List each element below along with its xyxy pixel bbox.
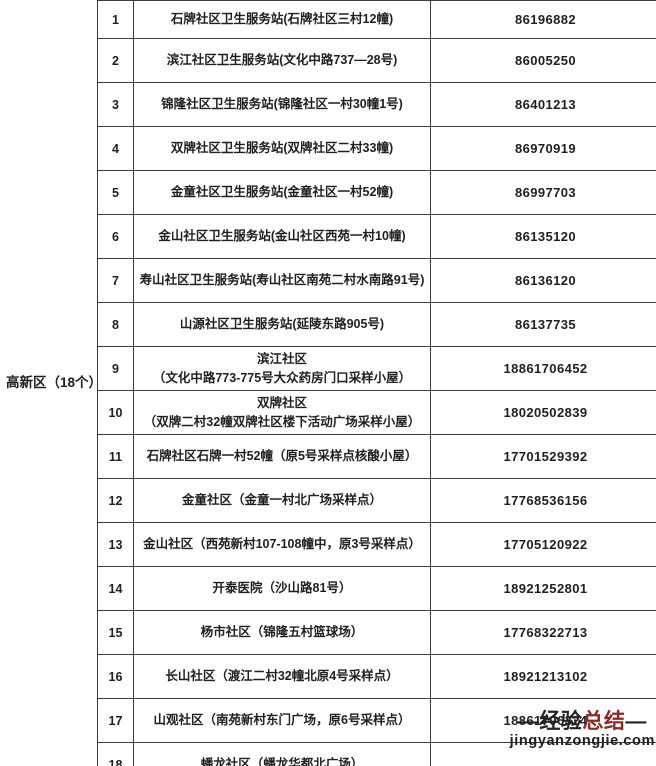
row-number: 8 (97, 302, 134, 347)
site-name: 锦隆社区卫生服务站(锦隆社区一村30幢1号) (133, 82, 431, 127)
watermark: —经验总结— jingyanzongjie.com (509, 710, 655, 750)
table-row: 10 双牌社区 （双牌二村32幢双牌社区楼下活动广场采样小屋） 18020502… (97, 390, 656, 435)
site-name: 山观社区（南苑新村东门广场，原6号采样点） (133, 698, 431, 743)
site-name: 双牌社区 （双牌二村32幢双牌社区楼下活动广场采样小屋） (133, 390, 431, 435)
table-row: 13 金山社区（西苑新村107-108幢中，原3号采样点） 1770512092… (97, 522, 656, 567)
table-row: 6 金山社区卫生服务站(金山社区西苑一村10幢) 86135120 (97, 214, 656, 259)
site-name: 寿山社区卫生服务站(寿山社区南苑二村水南路91号) (133, 258, 431, 303)
row-number: 9 (97, 346, 134, 391)
table-row: 18 蟠龙社区（蟠龙华都北广场） (97, 742, 656, 766)
table-row: 9 滨江社区 （文化中路773-775号大众药房门口采样小屋） 18861706… (97, 346, 656, 391)
site-phone: 86401213 (430, 82, 656, 127)
site-phone: 18921252801 (430, 566, 656, 611)
row-number: 14 (97, 566, 134, 611)
watermark-text-red: 总结 (582, 710, 626, 733)
row-number: 10 (97, 390, 134, 435)
site-name: 滨江社区 （文化中路773-775号大众药房门口采样小屋） (133, 346, 431, 391)
row-number: 13 (97, 522, 134, 567)
site-phone: 86136120 (430, 258, 656, 303)
site-name: 金山社区（西苑新村107-108幢中，原3号采样点） (133, 522, 431, 567)
row-number: 5 (97, 170, 134, 215)
site-phone: 17768322713 (430, 610, 656, 655)
table-body: 1 石牌社区卫生服务站(石牌社区三村12幢) 86196882 2 滨江社区卫生… (97, 0, 656, 766)
table-row: 2 滨江社区卫生服务站(文化中路737—28号) 86005250 (97, 38, 656, 83)
row-number: 6 (97, 214, 134, 259)
row-number: 17 (97, 698, 134, 743)
sampling-points-table: 1 石牌社区卫生服务站(石牌社区三村12幢) 86196882 2 滨江社区卫生… (97, 0, 656, 766)
site-phone: 17705120922 (430, 522, 656, 567)
site-name: 蟠龙社区（蟠龙华都北广场） (133, 742, 431, 766)
site-phone (430, 742, 656, 766)
region-label: 高新区（18个） (6, 375, 103, 390)
site-phone: 86137735 (430, 302, 656, 347)
row-number: 3 (97, 82, 134, 127)
site-name: 金童社区卫生服务站(金童社区一村52幢) (133, 170, 431, 215)
row-number: 4 (97, 126, 134, 171)
table-row: 1 石牌社区卫生服务站(石牌社区三村12幢) 86196882 (97, 0, 656, 39)
site-phone: 86135120 (430, 214, 656, 259)
site-name: 开泰医院（沙山路81号） (133, 566, 431, 611)
site-name: 金童社区（金童一村北广场采样点） (133, 478, 431, 523)
row-number: 16 (97, 654, 134, 699)
watermark-dash-left: — (517, 710, 540, 733)
site-phone: 18921213102 (430, 654, 656, 699)
site-name: 石牌社区卫生服务站(石牌社区三村12幢) (133, 0, 431, 39)
site-phone: 17768536156 (430, 478, 656, 523)
site-phone: 86196882 (430, 0, 656, 39)
row-number: 2 (97, 38, 134, 83)
table-row: 14 开泰医院（沙山路81号） 18921252801 (97, 566, 656, 611)
site-name: 长山社区（渡江二村32幢北原4号采样点） (133, 654, 431, 699)
site-phone: 17701529392 (430, 434, 656, 479)
site-name: 石牌社区石牌一村52幢（原5号采样点核酸小屋） (133, 434, 431, 479)
site-phone: 86005250 (430, 38, 656, 83)
site-name: 金山社区卫生服务站(金山社区西苑一村10幢) (133, 214, 431, 259)
row-number: 7 (97, 258, 134, 303)
table-row: 12 金童社区（金童一村北广场采样点） 17768536156 (97, 478, 656, 523)
table-row: 11 石牌社区石牌一村52幢（原5号采样点核酸小屋） 17701529392 (97, 434, 656, 479)
watermark-site-url: jingyanzongjie.com (509, 733, 655, 750)
site-name: 杨市社区（锦隆五村篮球场） (133, 610, 431, 655)
row-number: 15 (97, 610, 134, 655)
site-phone: 18861706452 (430, 346, 656, 391)
site-phone: 86997703 (430, 170, 656, 215)
site-phone: 18020502839 (430, 390, 656, 435)
table-row: 5 金童社区卫生服务站(金童社区一村52幢) 86997703 (97, 170, 656, 215)
watermark-dash-right: — (625, 710, 647, 733)
site-name: 山源社区卫生服务站(延陵东路905号) (133, 302, 431, 347)
row-number: 1 (97, 0, 134, 39)
table-row: 16 长山社区（渡江二村32幢北原4号采样点） 18921213102 (97, 654, 656, 699)
watermark-text-black: 经验 (539, 710, 583, 733)
watermark-title: —经验总结— (510, 710, 655, 733)
table-row: 3 锦隆社区卫生服务站(锦隆社区一村30幢1号) 86401213 (97, 82, 656, 127)
table-row: 8 山源社区卫生服务站(延陵东路905号) 86137735 (97, 302, 656, 347)
table-row: 15 杨市社区（锦隆五村篮球场） 17768322713 (97, 610, 656, 655)
table-row: 7 寿山社区卫生服务站(寿山社区南苑二村水南路91号) 86136120 (97, 258, 656, 303)
row-number: 18 (97, 742, 134, 766)
site-name: 滨江社区卫生服务站(文化中路737—28号) (133, 38, 431, 83)
site-name: 双牌社区卫生服务站(双牌社区二村33幢) (133, 126, 431, 171)
row-number: 12 (97, 478, 134, 523)
row-number: 11 (97, 434, 134, 479)
site-phone: 86970919 (430, 126, 656, 171)
table-row: 4 双牌社区卫生服务站(双牌社区二村33幢) 86970919 (97, 126, 656, 171)
